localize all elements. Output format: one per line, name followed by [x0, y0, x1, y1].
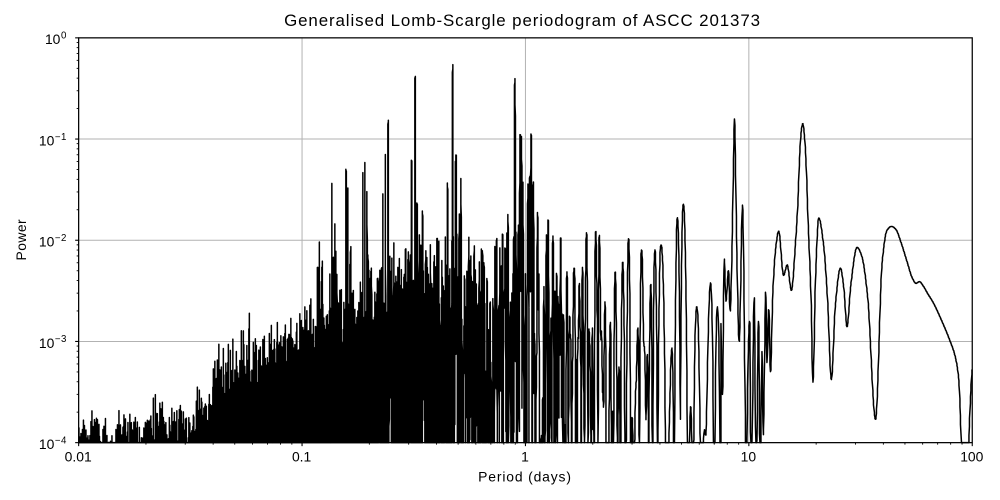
svg-text:−3: −3 [55, 334, 67, 345]
svg-text:1: 1 [521, 449, 529, 465]
svg-text:Period (days): Period (days) [478, 469, 572, 485]
svg-text:0.01: 0.01 [65, 449, 92, 465]
svg-text:100: 100 [960, 449, 983, 465]
svg-text:−4: −4 [55, 435, 67, 446]
svg-text:Generalised Lomb-Scargle perio: Generalised Lomb-Scargle periodogram of … [284, 11, 761, 30]
svg-text:10: 10 [39, 132, 55, 148]
svg-text:10: 10 [741, 449, 757, 465]
svg-text:0: 0 [61, 31, 67, 42]
svg-text:10: 10 [45, 31, 61, 47]
svg-text:10: 10 [39, 234, 55, 250]
svg-text:Power: Power [13, 219, 29, 261]
svg-text:10: 10 [39, 436, 55, 452]
svg-text:0.1: 0.1 [292, 449, 312, 465]
svg-text:−1: −1 [55, 132, 67, 143]
svg-text:−2: −2 [55, 233, 67, 244]
svg-text:10: 10 [39, 335, 55, 351]
